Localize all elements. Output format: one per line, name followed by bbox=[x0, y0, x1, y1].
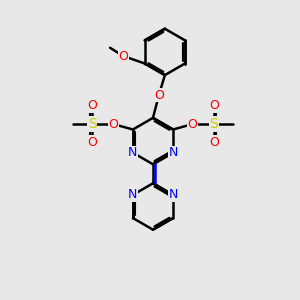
Text: O: O bbox=[188, 118, 197, 130]
Text: O: O bbox=[109, 118, 118, 130]
Text: N: N bbox=[168, 146, 178, 159]
Text: O: O bbox=[87, 136, 97, 149]
Text: N: N bbox=[128, 146, 138, 159]
Text: O: O bbox=[87, 99, 97, 112]
Text: S: S bbox=[209, 117, 218, 131]
Text: O: O bbox=[209, 99, 219, 112]
Text: N: N bbox=[128, 188, 138, 201]
Text: S: S bbox=[88, 117, 97, 131]
Text: O: O bbox=[154, 88, 164, 101]
Text: O: O bbox=[209, 136, 219, 149]
Text: O: O bbox=[118, 50, 128, 63]
Text: N: N bbox=[168, 188, 178, 201]
